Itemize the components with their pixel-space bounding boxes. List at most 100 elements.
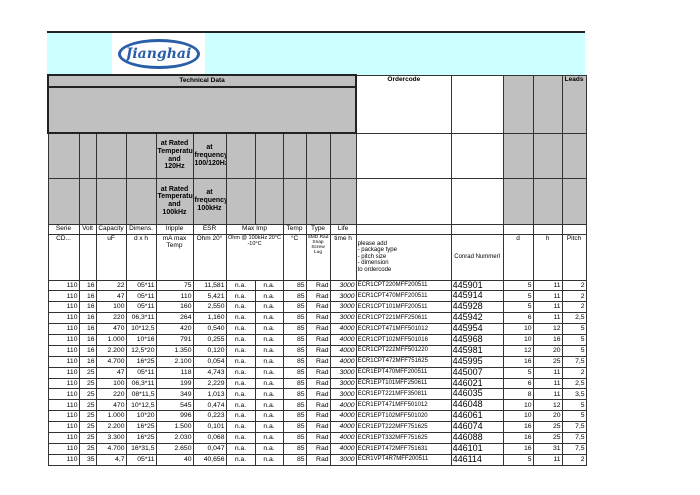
cell-ripple: 118 <box>155 366 194 379</box>
cell-type: Rad <box>305 410 331 423</box>
technical-data-header: Technical Data <box>46 74 358 88</box>
cell-conrad-number: 445901 <box>450 279 504 292</box>
cell-life: 4000 <box>329 431 357 444</box>
cell-maximp-20: n.a. <box>225 323 256 335</box>
cell-capacity: 3.300 <box>95 431 127 444</box>
cell-volt: 16 <box>78 279 97 292</box>
cell-temp: 85 <box>282 323 307 335</box>
cell-serie: 110 <box>47 453 80 466</box>
cell-volt: 16 <box>78 301 97 314</box>
cell-conrad-number: 445942 <box>450 312 504 325</box>
cell-volt: 25 <box>78 421 97 433</box>
cell-capacity: 1.000 <box>95 333 127 346</box>
cell-ordercode: ECR1CPT101MFF200511 <box>355 301 452 314</box>
cell-pitch: 5 <box>561 399 587 412</box>
cell-type: Rad <box>305 388 331 401</box>
cell-maximp-20: n.a. <box>225 301 256 314</box>
cell-life: 4000 <box>329 323 357 335</box>
cell-lead-h: 12 <box>532 323 563 335</box>
cell-lead-d: 16 <box>502 442 534 455</box>
cell-ordercode: ECR1EPT101MFF250611 <box>355 377 452 390</box>
cell-maximp-20: n.a. <box>225 355 256 368</box>
cell-lead-d: 8 <box>502 388 534 401</box>
cell-esr: 0,054 <box>192 355 227 368</box>
cell-maximp-minus10: n.a. <box>254 301 284 314</box>
cell-lead-h: 11 <box>532 377 563 390</box>
cell-conrad-number: 445914 <box>450 290 504 303</box>
cell-volt: 25 <box>78 399 97 412</box>
cell-esr: 0,474 <box>192 399 227 412</box>
ordercode-header: Ordercode <box>355 74 452 134</box>
cell-maximp-20: n.a. <box>225 333 256 346</box>
cell-temp: 85 <box>282 355 307 368</box>
cell-ordercode: ECR1VPT4R7MFF200511 <box>355 453 452 466</box>
cell-volt: 16 <box>78 290 97 303</box>
cell-pitch: 7,5 <box>561 355 587 368</box>
esr-note-120hz: at frequency 100/120Hz <box>192 132 227 179</box>
cell-pitch: 2 <box>561 290 587 303</box>
cell-lead-h: 11 <box>532 453 563 466</box>
cell-lead-d: 6 <box>502 312 534 325</box>
cell-type: Rad <box>305 399 331 412</box>
cell-conrad-number: 446061 <box>450 410 504 423</box>
cell-maximp-minus10: n.a. <box>254 421 284 433</box>
table-row: 110 25 100 06,3*11 199 2,229 n.a. n.a. 85 Rad 3000… <box>47 377 587 390</box>
cell-capacity: 22 <box>95 279 127 292</box>
cell-ripple: 110 <box>155 290 194 303</box>
cell-maximp-20: n.a. <box>225 312 256 325</box>
cell-dimens: 10*20 <box>125 410 157 423</box>
cell-lead-d: 10 <box>502 323 534 335</box>
cell-serie: 110 <box>47 323 80 335</box>
cell-pitch: 2 <box>561 366 587 379</box>
cell-maximp-20: n.a. <box>225 290 256 303</box>
cell-temp: 85 <box>282 442 307 455</box>
cell-serie: 110 <box>47 366 80 379</box>
cell-maximp-20: n.a. <box>225 388 256 401</box>
cell-ordercode: ECR1EPT472MFF751631 <box>355 442 452 455</box>
cell-lead-d: 10 <box>502 333 534 346</box>
ripple-note-120hz: at Rated Temperature and 120Hz <box>155 132 194 179</box>
cell-maximp-minus10: n.a. <box>254 366 284 379</box>
cell-serie: 110 <box>47 410 80 423</box>
cell-esr: 2,550 <box>192 301 227 314</box>
cell-ripple: 1.500 <box>155 421 194 433</box>
cell-conrad-number: 445007 <box>450 366 504 379</box>
cell-life: 3000 <box>329 388 357 401</box>
unit-capacity: uF <box>95 233 127 281</box>
cell-maximp-20: n.a. <box>225 366 256 379</box>
cell-ripple: 40 <box>155 453 194 466</box>
cell-maximp-20: n.a. <box>225 453 256 466</box>
cell-dimens: 08*11,5 <box>125 388 157 401</box>
cell-type: Rad <box>305 355 331 368</box>
label-serie: Serie <box>47 223 80 235</box>
unit-life: time h <box>329 233 357 281</box>
table-row: 110 16 100 05*11 160 2,550 n.a. n.a. 85 Rad 3000 EC… <box>47 301 587 314</box>
cell-serie: 110 <box>47 279 80 292</box>
cell-ordercode: ECR1EPT222MFF751625 <box>355 421 452 433</box>
cell-ripple: 2.650 <box>155 442 194 455</box>
table-row: 110 25 47 05*11 118 4,743 n.a. n.a. 85 Rad 3000 ECR… <box>47 366 587 379</box>
header-gray-block <box>46 86 358 134</box>
cell-temp: 85 <box>282 431 307 444</box>
cell-serie: 110 <box>47 431 80 444</box>
cell-serie: 110 <box>47 377 80 390</box>
cell-life: 4000 <box>329 421 357 433</box>
cell-conrad-number: 445928 <box>450 301 504 314</box>
cell-dimens: 06,3*11 <box>125 312 157 325</box>
table-row: 110 16 2.200 12,5*20 1.350 0,120 n.a. n.a. 85 Rad… <box>47 344 587 357</box>
cell-pitch: 7,5 <box>561 421 587 433</box>
cell-ordercode: ECR1EPT102MFF501020 <box>355 410 452 423</box>
cell-esr: 11,581 <box>192 279 227 292</box>
cell-temp: 85 <box>282 366 307 379</box>
unit-max-imp: Ohm @ 100kHz 20°C -10°C <box>225 233 284 281</box>
header-banner: Jianghai <box>47 31 585 76</box>
cell-maximp-minus10: n.a. <box>254 312 284 325</box>
cell-temp: 85 <box>282 301 307 314</box>
cell-maximp-minus10: n.a. <box>254 388 284 401</box>
cell-pitch: 7,5 <box>561 431 587 444</box>
cell-ripple: 264 <box>155 312 194 325</box>
cell-type: Rad <box>305 323 331 335</box>
cell-life: 4000 <box>329 442 357 455</box>
cell-ripple: 545 <box>155 399 194 412</box>
cell-capacity: 220 <box>95 388 127 401</box>
